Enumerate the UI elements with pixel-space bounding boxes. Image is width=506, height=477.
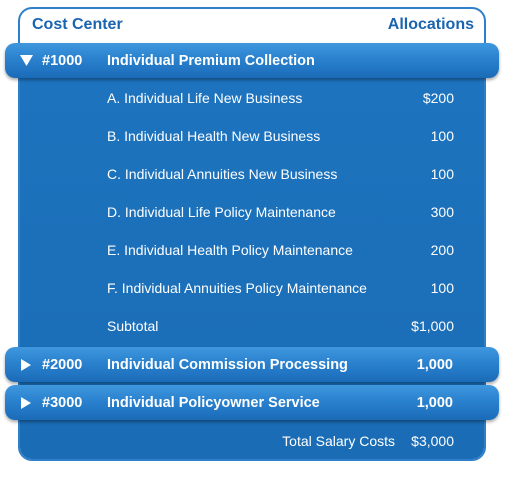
- triangle-right-icon[interactable]: [19, 358, 33, 372]
- total-row: Total Salary Costs $3,000: [18, 422, 486, 460]
- item-value: $200: [422, 90, 454, 106]
- table-header: Cost Center Allocations: [18, 7, 486, 43]
- allocations-header: Allocations: [387, 16, 474, 33]
- triangle-right-icon[interactable]: [19, 396, 33, 410]
- group-name: Individual Commission Processing: [107, 356, 348, 373]
- list-item: D. Individual Life Policy Maintenance 30…: [18, 193, 486, 231]
- item-label: B. Individual Health New Business: [107, 128, 321, 144]
- subtotal-value: $1,000: [411, 318, 454, 334]
- item-label: F. Individual Annuities Policy Maintenan…: [107, 280, 367, 296]
- group-name: Individual Policyowner Service: [107, 394, 320, 411]
- list-item: B. Individual Health New Business 100: [18, 117, 486, 155]
- group-row-1000[interactable]: #1000 Individual Premium Collection: [5, 43, 499, 78]
- item-value: 100: [430, 280, 454, 296]
- item-label: E. Individual Health Policy Maintenance: [107, 242, 353, 258]
- group-row-2000[interactable]: #2000 Individual Commission Processing 1…: [5, 347, 499, 382]
- total-label: Total Salary Costs: [282, 433, 395, 449]
- list-item: E. Individual Health Policy Maintenance …: [18, 231, 486, 269]
- cost-center-header: Cost Center: [32, 16, 123, 33]
- item-label: A. Individual Life New Business: [107, 90, 303, 106]
- total-value: $3,000: [411, 433, 454, 449]
- list-item: A. Individual Life New Business $200: [18, 79, 486, 117]
- group-row-3000[interactable]: #3000 Individual Policyowner Service 1,0…: [5, 385, 499, 420]
- group-code: #2000: [42, 356, 83, 373]
- group-amount: 1,000: [416, 394, 453, 411]
- subtotal-label: Subtotal: [107, 318, 159, 334]
- item-value: 300: [430, 204, 454, 220]
- group-code: #1000: [42, 52, 83, 69]
- item-value: 200: [430, 242, 454, 258]
- list-item: F. Individual Annuities Policy Maintenan…: [18, 269, 486, 307]
- triangle-down-icon[interactable]: [19, 54, 33, 68]
- list-item: C. Individual Annuities New Business 100: [18, 155, 486, 193]
- subtotal-row: Subtotal $1,000: [18, 307, 486, 345]
- item-label: D. Individual Life Policy Maintenance: [107, 204, 336, 220]
- group-name: Individual Premium Collection: [107, 52, 315, 69]
- group-amount: 1,000: [416, 356, 453, 373]
- item-value: 100: [430, 128, 454, 144]
- item-label: C. Individual Annuities New Business: [107, 166, 338, 182]
- item-value: 100: [430, 166, 454, 182]
- group-code: #3000: [42, 394, 83, 411]
